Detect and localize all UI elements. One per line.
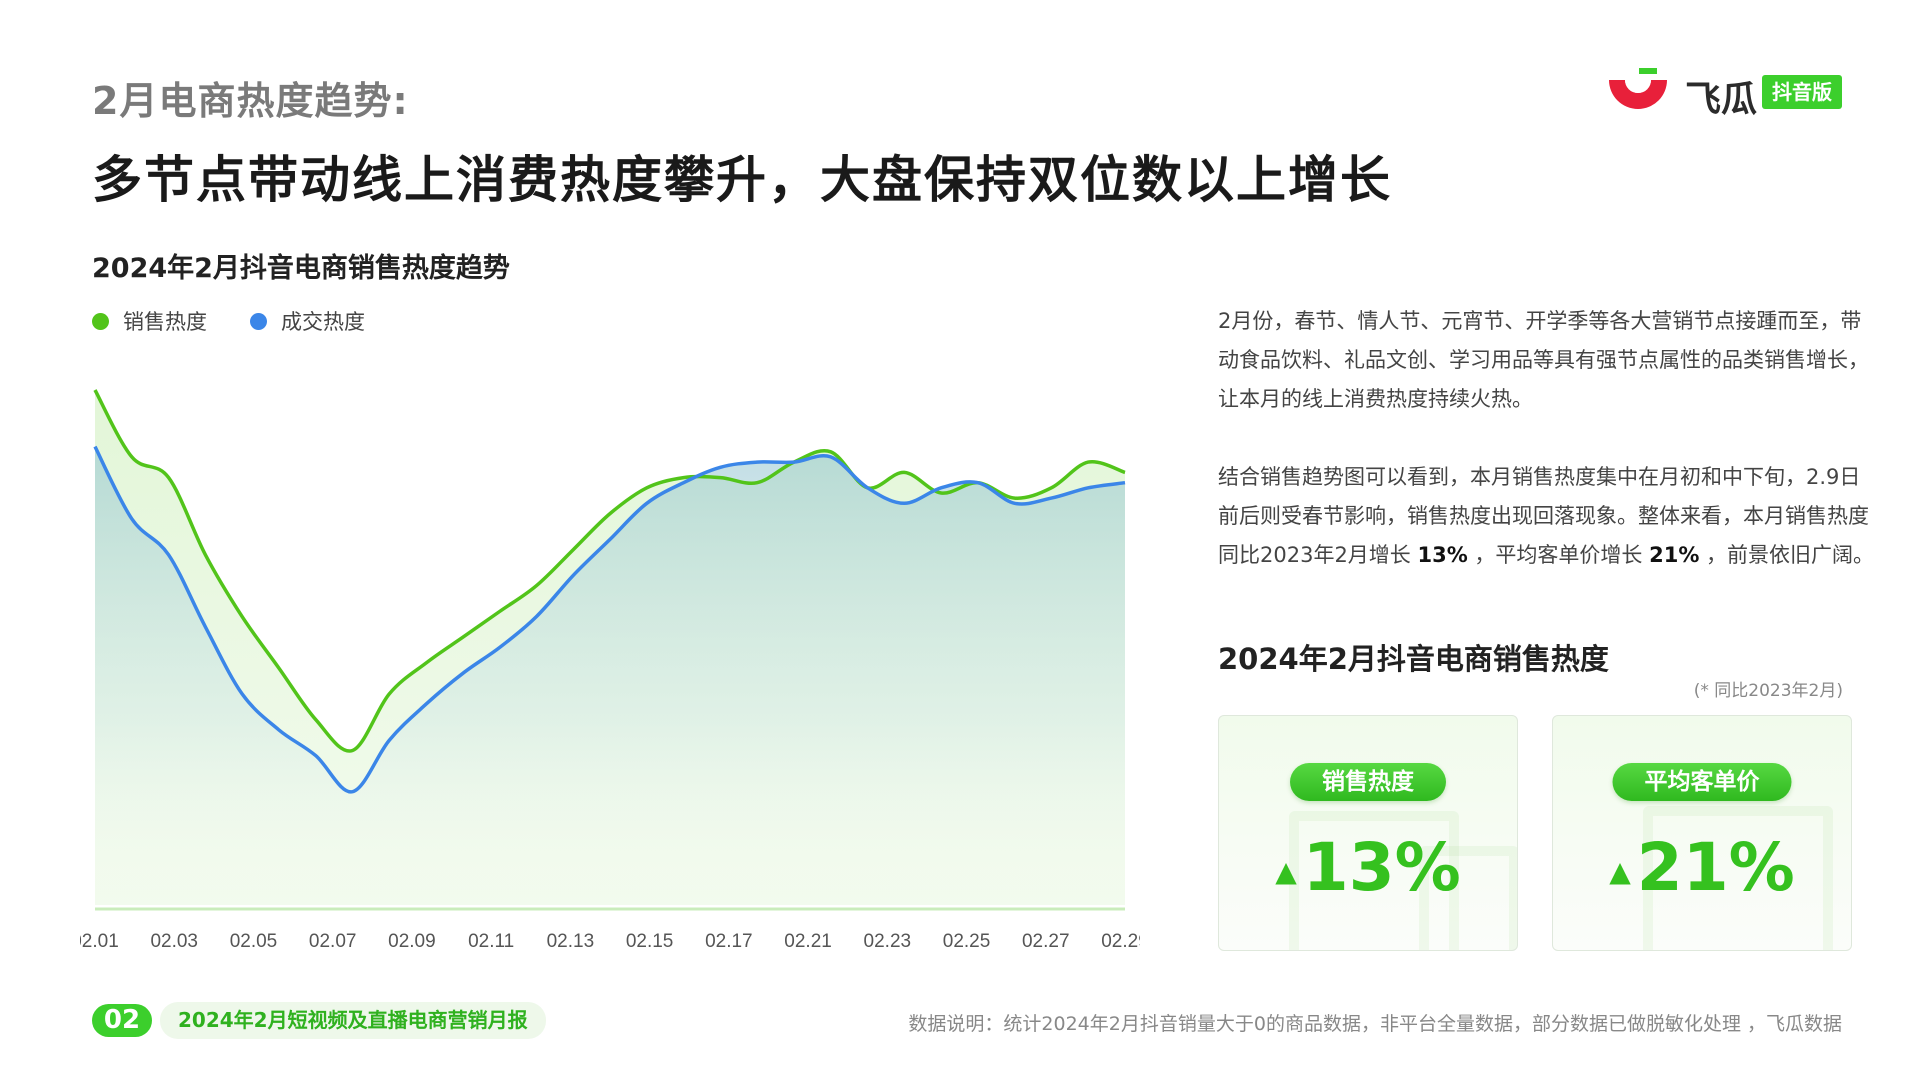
deal-heat-line <box>93 445 1126 794</box>
stat-card-value: ▲21% <box>1553 828 1851 912</box>
x-tick-label: 02.27 <box>1022 931 1070 952</box>
sales-heat-chart: 02.01 02.03 02.05 02.07 02.09 02.11 02.13 02.15… <box>80 389 1140 952</box>
x-tick-label: 02.09 <box>388 931 436 952</box>
legend-item-deal: 成交热度 <box>250 306 365 336</box>
brand-logo: 飞瓜 抖音版 <box>1605 66 1860 120</box>
legend-dot-deal-icon <box>250 312 267 330</box>
trend-up-icon: ▲ <box>1275 854 1297 888</box>
deal-heat-area <box>95 446 1125 905</box>
stat-card-label: 销售热度 <box>1290 763 1446 801</box>
page-headline: 多节点带动线上消费热度攀升，大盘保持双位数以上增长 <box>92 151 1392 209</box>
data-note: 数据说明：统计2024年2月抖音销量大于0的商品数据，非平台全量数据，部分数据已… <box>908 1013 1842 1035</box>
legend-label-deal: 成交热度 <box>281 310 365 334</box>
card-decoration <box>1289 811 1459 950</box>
x-tick-label: 02.17 <box>705 931 753 952</box>
x-tick-label: 02.11 <box>468 931 514 952</box>
card-decoration <box>1643 806 1833 950</box>
cards-note: (* 同比2023年2月) <box>1693 681 1843 701</box>
para2-text-c: ，平均客单价增长 <box>1467 543 1650 567</box>
sales-heat-line <box>93 389 1126 753</box>
legend-item-sales: 销售热度 <box>92 306 207 336</box>
card-decoration <box>1419 846 1517 950</box>
report-name: 2024年2月短视频及直播电商营销月报 <box>160 1002 546 1039</box>
stat-card-sales-heat: 销售热度 ▲13% <box>1218 715 1518 951</box>
cards-title: 2024年2月抖音电商销售热度 <box>1218 642 1609 676</box>
x-tick-label: 02.21 <box>784 931 832 952</box>
chart-title: 2024年2月抖音电商销售热度趋势 <box>92 253 510 284</box>
x-tick-label: 02.15 <box>626 931 674 952</box>
legend-label-sales: 销售热度 <box>123 310 207 334</box>
para2-text-a: 结合销售趋势图可以看到，本月销售热度集中在月初和中下旬，2.9日前后则受春节影响… <box>1218 465 1869 567</box>
x-tick-label: 02.25 <box>943 931 991 952</box>
legend-dot-sales-icon <box>92 312 109 330</box>
insight-paragraph-1: 2月份，春节、情人节、元宵节、开学季等各大营销节点接踵而至，带动食品饮料、礼品文… <box>1218 309 1869 411</box>
melon-logo-icon <box>1609 68 1667 109</box>
para2-text-e: ，前景依旧广阔。 <box>1699 543 1875 567</box>
page-number-badge: 02 <box>92 1004 152 1037</box>
brand-name: 飞瓜 <box>1685 79 1758 120</box>
x-tick-label: 02.03 <box>150 931 198 952</box>
brand-tag: 抖音版 <box>1762 75 1842 109</box>
stat-value-text: 21% <box>1636 829 1795 906</box>
x-tick-label: 02.07 <box>309 931 357 952</box>
insight-paragraph-2: 结合销售趋势图可以看到，本月销售热度集中在月初和中下旬，2.9日前后则受春节影响… <box>1218 458 1878 575</box>
stat-card-label: 平均客单价 <box>1612 763 1792 801</box>
x-tick-label: 02.29 <box>1101 931 1140 952</box>
stat-value-text: 13% <box>1302 829 1461 906</box>
x-tick-label: 02.13 <box>547 931 595 952</box>
page-subtitle: 2月电商热度趋势: <box>92 79 409 123</box>
stat-card-avg-order: 平均客单价 ▲21% <box>1552 715 1852 951</box>
x-tick-label: 02.23 <box>864 931 912 952</box>
stat-card-value: ▲13% <box>1219 828 1517 912</box>
trend-up-icon: ▲ <box>1609 854 1631 888</box>
x-tick-label: 02.01 <box>80 931 119 952</box>
sales-growth-highlight: 13% <box>1417 543 1468 567</box>
x-tick-label: 02.05 <box>230 931 278 952</box>
aov-growth-highlight: 21% <box>1649 543 1700 567</box>
